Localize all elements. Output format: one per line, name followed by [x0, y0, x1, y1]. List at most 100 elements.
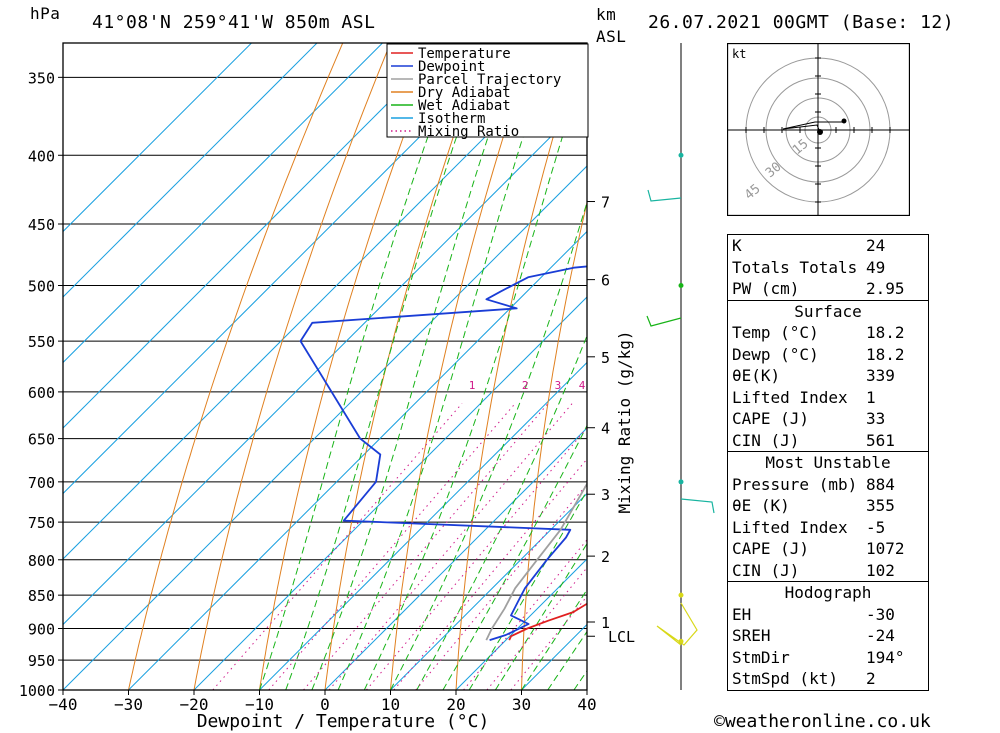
- surface-cape-label: CAPE (J): [732, 409, 810, 428]
- mixing-ratio-label: 1: [469, 379, 476, 392]
- wind-barb-400hpa: [647, 189, 682, 202]
- wind-barb-lower: [656, 602, 698, 646]
- mu-lifted-index-label: Lifted Index: [732, 517, 848, 537]
- surface-section-title: Surface: [794, 301, 862, 321]
- legend-entry: Isotherm: [418, 111, 485, 127]
- x-axis-title: Dewpoint / Temperature (°C): [197, 711, 490, 732]
- temperature-tick-label: −30: [114, 695, 143, 714]
- surface-cin-label: CIN (J): [732, 430, 800, 450]
- eh-value: -30: [866, 604, 895, 624]
- isotherm-line: [390, 492, 587, 690]
- surface-cape-value: 33: [866, 409, 886, 428]
- temperature-tick-label: −40: [49, 695, 78, 714]
- dry-adiabat-line: [455, 43, 582, 690]
- mu-pressure-value: 884: [866, 474, 895, 494]
- surface-lifted-index-value: 1: [866, 387, 876, 407]
- pressure-tick-label: 850: [28, 587, 55, 605]
- wet-adiabat-line: [311, 43, 521, 690]
- legend-entry: Parcel Trajectory: [418, 72, 561, 88]
- mixing-ratio-label: 3: [555, 379, 562, 392]
- temperature-tick-label: 10: [381, 695, 400, 714]
- km-tick-label: 1: [601, 614, 610, 632]
- legend-entry: Wet Adiabat: [418, 98, 511, 114]
- isotherm-line: [63, 43, 514, 495]
- mixing-ratio-line: [463, 539, 587, 690]
- isotherm-line: [128, 230, 587, 690]
- sreh-label: SREH: [732, 626, 771, 645]
- mixing-ratio-line: [486, 566, 587, 690]
- copyright-footer[interactable]: ©weatheronline.co.uk: [714, 711, 931, 732]
- surface-lifted-index-label: Lifted Index: [732, 387, 848, 407]
- km-tick-label: 7: [601, 194, 610, 212]
- wet-adiabat-line: [363, 55, 587, 690]
- mixing-ratio-label: 4: [579, 379, 586, 392]
- isotherm-line: [193, 296, 587, 690]
- mu-lifted-index-value: -5: [866, 517, 886, 537]
- pressure-tick-label: 450: [28, 216, 55, 234]
- temperature-tick-label: 20: [446, 695, 465, 714]
- surface-dewp-value: 18.2: [866, 344, 905, 364]
- pressure-tick-label: 750: [28, 514, 55, 532]
- copyright-symbol: ©: [714, 711, 725, 732]
- wet-adiabat-line: [494, 542, 587, 690]
- wet-adiabat-line: [416, 334, 587, 690]
- storm-motion-point: [817, 129, 823, 135]
- isotherm-line: [63, 43, 449, 429]
- hodograph-unit-label: kt: [732, 47, 746, 61]
- surface-dewp-label: Dewp (°C): [732, 344, 819, 364]
- surface-temp-label: Temp (°C): [732, 323, 819, 342]
- sounding-datetime: 26.07.2021 00GMT (Base: 12): [648, 12, 955, 33]
- mixing-ratio-line: [303, 403, 549, 690]
- stmdir-label: StmDir: [732, 647, 790, 667]
- mixing-ratio-line: [328, 403, 573, 690]
- dry-adiabat-line: [259, 43, 439, 690]
- k-index-value: 24: [866, 236, 886, 255]
- dry-adiabat-line: [193, 43, 391, 690]
- pw-value: 2.95: [866, 279, 905, 298]
- mu-theta-e-label: θE (K): [732, 496, 790, 515]
- wind-level-marker: [678, 592, 684, 598]
- isotherm-line: [63, 43, 318, 298]
- station-location: 41°08'N 259°41'W 850m ASL: [92, 12, 376, 33]
- totals-totals-label: Totals Totals: [732, 257, 858, 277]
- mixing-ratio-line: [268, 403, 516, 690]
- isotherm-line: [63, 99, 587, 626]
- isotherm-line: [259, 361, 587, 690]
- site-name: weatheronline.co.uk: [724, 711, 931, 732]
- km-tick-label: 2: [601, 548, 610, 566]
- pw-label: PW (cm): [732, 279, 800, 298]
- hpa-unit-label: hPa: [30, 4, 61, 23]
- asl-unit-label: ASL: [596, 27, 627, 46]
- isotherm-line: [63, 43, 252, 233]
- wet-adiabat-line: [337, 43, 554, 690]
- mixing-ratio-line: [393, 458, 587, 690]
- km-unit-label: km: [596, 5, 617, 24]
- mixing-ratio-line: [365, 427, 587, 690]
- isotherm-line: [455, 558, 587, 690]
- pressure-tick-label: 600: [28, 384, 55, 402]
- mu-cape-value: 1072: [866, 539, 905, 558]
- hodograph-section-title: Hodograph: [784, 583, 872, 602]
- temperature-tick-label: 0: [320, 695, 330, 714]
- surface-cin-value: 561: [866, 430, 895, 450]
- pressure-tick-label: 500: [28, 277, 55, 295]
- hodograph-point: [841, 118, 847, 124]
- wet-adiabat-line: [390, 200, 587, 690]
- pressure-tick-label: 1000: [19, 682, 55, 700]
- km-tick-label: 3: [601, 486, 610, 504]
- temperature-tick-label: −20: [180, 695, 209, 714]
- wet-adiabat-line: [259, 43, 463, 690]
- pressure-tick-label: 800: [28, 552, 55, 570]
- k-index-label: K: [732, 236, 742, 255]
- legend-entry: Dry Adiabat: [418, 85, 511, 101]
- wind-level-marker: [678, 479, 684, 485]
- dry-adiabat-line: [128, 43, 344, 690]
- eh-label: EH: [732, 604, 752, 624]
- stmspd-value: 2: [866, 669, 876, 688]
- dry-adiabat-line: [651, 43, 724, 690]
- wet-adiabat-line: [468, 489, 587, 690]
- pressure-tick-label: 650: [28, 431, 55, 449]
- stmdir-value: 194°: [866, 647, 905, 667]
